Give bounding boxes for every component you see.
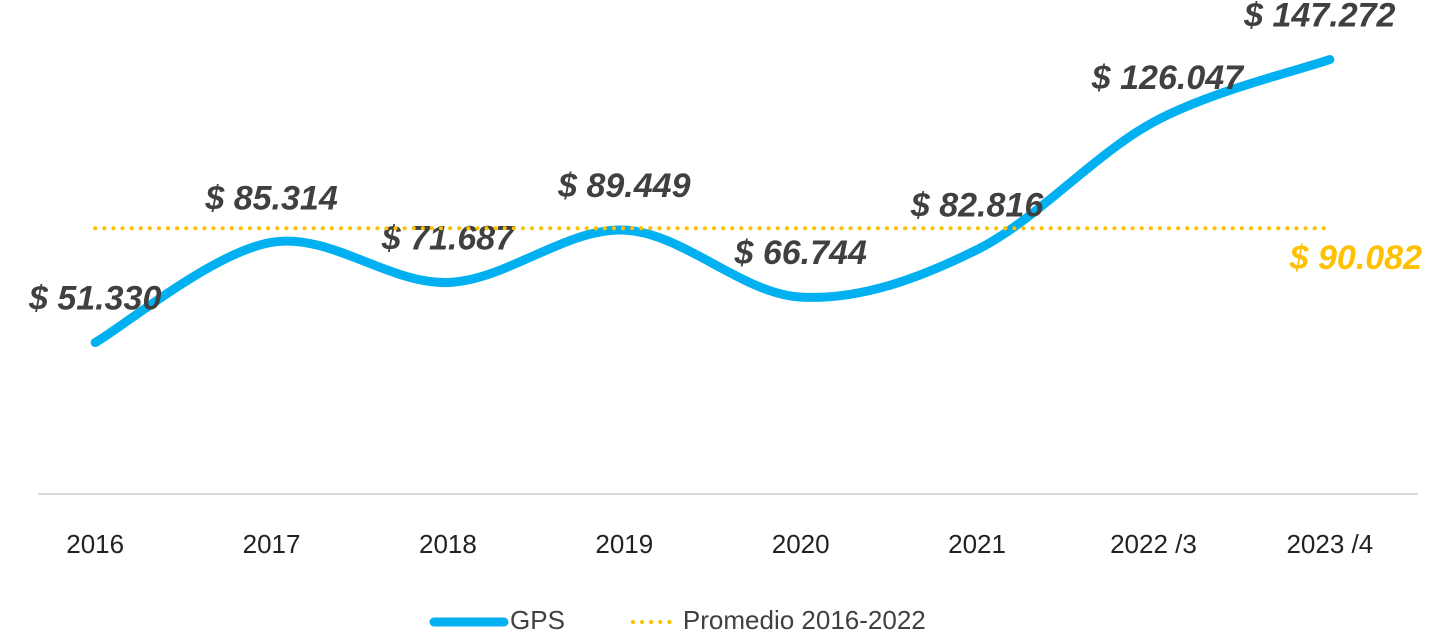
legend-label: GPS	[510, 605, 565, 635]
x-tick-label: 2022 /3	[1110, 529, 1197, 559]
x-tick-label: 2016	[66, 529, 124, 559]
x-tick-label: 2021	[948, 529, 1006, 559]
data-label: $ 71.687	[381, 220, 516, 258]
x-tick-label: 2020	[772, 529, 830, 559]
data-label: $ 147.272	[1243, 0, 1395, 35]
legend-label: Promedio 2016-2022	[683, 605, 926, 635]
data-line	[90, 55, 1335, 348]
data-label: $ 89.449	[557, 167, 690, 205]
data-label: $ 66.744	[734, 234, 867, 272]
data-label: $ 82.816	[910, 187, 1044, 225]
data-label: $ 90.082	[1289, 239, 1422, 277]
x-tick-label: 2018	[419, 529, 477, 559]
data-label: $ 126.047	[1091, 59, 1245, 97]
x-tick-label: 2017	[243, 529, 301, 559]
x-tick-label: 2019	[595, 529, 653, 559]
data-label: $ 51.330	[28, 280, 161, 318]
data-label: $ 85.314	[204, 179, 337, 217]
x-tick-label: 2023 /4	[1286, 529, 1373, 559]
